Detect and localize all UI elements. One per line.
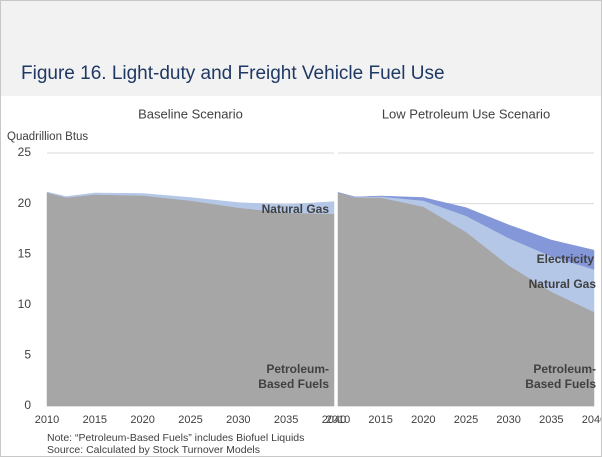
x-tick-label: 2035 — [539, 414, 563, 426]
x-tick-label: 2015 — [368, 414, 392, 426]
figure-title: Figure 16. Light-duty and Freight Vehicl… — [21, 63, 445, 84]
note: Note: “Petroleum-Based Fuels” includes B… — [47, 432, 305, 444]
series-label: Petroleum-Based Fuels — [258, 362, 329, 391]
x-tick-label: 2010 — [326, 414, 350, 426]
series-label: Petroleum-Based Fuels — [525, 362, 596, 391]
x-tick-label: 2040 — [322, 414, 346, 426]
series-label: Natural Gas — [528, 277, 596, 291]
chart-title: Baseline Scenario — [138, 106, 243, 121]
x-tick-label: 2025 — [178, 414, 202, 426]
x-tick-label: 2025 — [454, 414, 478, 426]
x-tick-label: 2015 — [83, 414, 107, 426]
y-tick-label: 20 — [18, 196, 32, 210]
series-label: Electricity — [536, 252, 594, 266]
y-tick-label: 15 — [18, 246, 32, 260]
series-label: Natural Gas — [261, 202, 329, 216]
x-tick-label: 2030 — [226, 414, 250, 426]
x-tick-label: 2030 — [496, 414, 520, 426]
title-band — [1, 1, 601, 96]
source: Source: Calculated by Stock Turnover Mod… — [47, 444, 261, 456]
x-tick-label: 2040 — [582, 414, 601, 426]
area — [46, 191, 335, 214]
x-tick-label: 2020 — [130, 414, 154, 426]
y-tick-label: 5 — [24, 348, 31, 362]
y-tick-label: 0 — [24, 398, 31, 412]
y-tick-label: 25 — [18, 145, 32, 159]
chart-title: Low Petroleum Use Scenario — [382, 106, 550, 121]
y-axis-label: Quadrillion Btus — [7, 131, 88, 143]
x-tick-label: 2020 — [411, 414, 435, 426]
x-tick-label: 2010 — [35, 414, 59, 426]
x-tick-label: 2035 — [274, 414, 298, 426]
area — [337, 192, 595, 270]
y-tick-label: 10 — [18, 297, 32, 311]
